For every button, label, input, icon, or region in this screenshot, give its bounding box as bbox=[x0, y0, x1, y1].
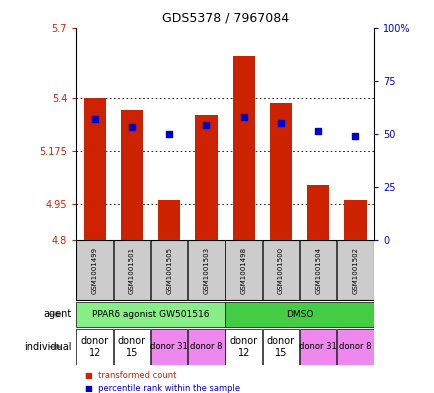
Point bbox=[165, 130, 172, 137]
Point bbox=[128, 124, 135, 130]
Bar bbox=[188, 329, 224, 365]
Bar bbox=[76, 329, 113, 365]
Text: GSM1001500: GSM1001500 bbox=[277, 247, 283, 294]
Bar bbox=[262, 241, 299, 300]
Text: GSM1001502: GSM1001502 bbox=[352, 247, 358, 294]
Bar bbox=[306, 185, 329, 240]
Text: PPARδ agonist GW501516: PPARδ agonist GW501516 bbox=[92, 310, 209, 319]
Point bbox=[277, 120, 284, 126]
Title: GDS5378 / 7967084: GDS5378 / 7967084 bbox=[161, 12, 288, 25]
Text: individual: individual bbox=[24, 342, 72, 352]
Text: GSM1001503: GSM1001503 bbox=[203, 247, 209, 294]
Bar bbox=[188, 241, 224, 300]
Bar bbox=[113, 329, 150, 365]
Bar bbox=[269, 103, 292, 240]
Text: donor 8: donor 8 bbox=[339, 342, 371, 351]
Text: GSM1001501: GSM1001501 bbox=[129, 247, 135, 294]
Bar bbox=[83, 98, 105, 240]
Text: ■  transformed count: ■ transformed count bbox=[85, 371, 176, 380]
Text: donor 31: donor 31 bbox=[150, 342, 187, 351]
Text: donor 8: donor 8 bbox=[190, 342, 222, 351]
Bar bbox=[225, 241, 261, 300]
Point bbox=[91, 116, 98, 122]
Point bbox=[314, 129, 321, 135]
Bar bbox=[299, 329, 336, 365]
Bar bbox=[336, 329, 373, 365]
Bar bbox=[195, 115, 217, 240]
Text: donor 31: donor 31 bbox=[299, 342, 336, 351]
Bar bbox=[262, 329, 299, 365]
Text: donor
12: donor 12 bbox=[80, 336, 108, 358]
Text: DMSO: DMSO bbox=[285, 310, 312, 319]
Bar bbox=[344, 200, 366, 240]
Text: GSM1001504: GSM1001504 bbox=[315, 247, 320, 294]
Bar bbox=[336, 241, 373, 300]
Bar bbox=[225, 302, 373, 327]
Text: GSM1001498: GSM1001498 bbox=[240, 247, 246, 294]
Bar bbox=[151, 329, 187, 365]
Text: agent: agent bbox=[43, 309, 72, 320]
Point bbox=[203, 122, 210, 128]
Bar bbox=[225, 329, 261, 365]
Text: ■  percentile rank within the sample: ■ percentile rank within the sample bbox=[85, 384, 240, 393]
Bar bbox=[151, 241, 187, 300]
Text: GSM1001505: GSM1001505 bbox=[166, 247, 172, 294]
Bar bbox=[121, 110, 143, 240]
Bar bbox=[158, 200, 180, 240]
Bar bbox=[299, 241, 336, 300]
Text: donor
12: donor 12 bbox=[229, 336, 257, 358]
Bar bbox=[113, 241, 150, 300]
Bar bbox=[76, 241, 113, 300]
Point bbox=[351, 132, 358, 139]
Point bbox=[240, 114, 247, 120]
Text: donor
15: donor 15 bbox=[118, 336, 146, 358]
Text: donor
15: donor 15 bbox=[266, 336, 294, 358]
Bar bbox=[76, 302, 224, 327]
Bar bbox=[232, 56, 254, 240]
Text: GSM1001499: GSM1001499 bbox=[92, 247, 98, 294]
